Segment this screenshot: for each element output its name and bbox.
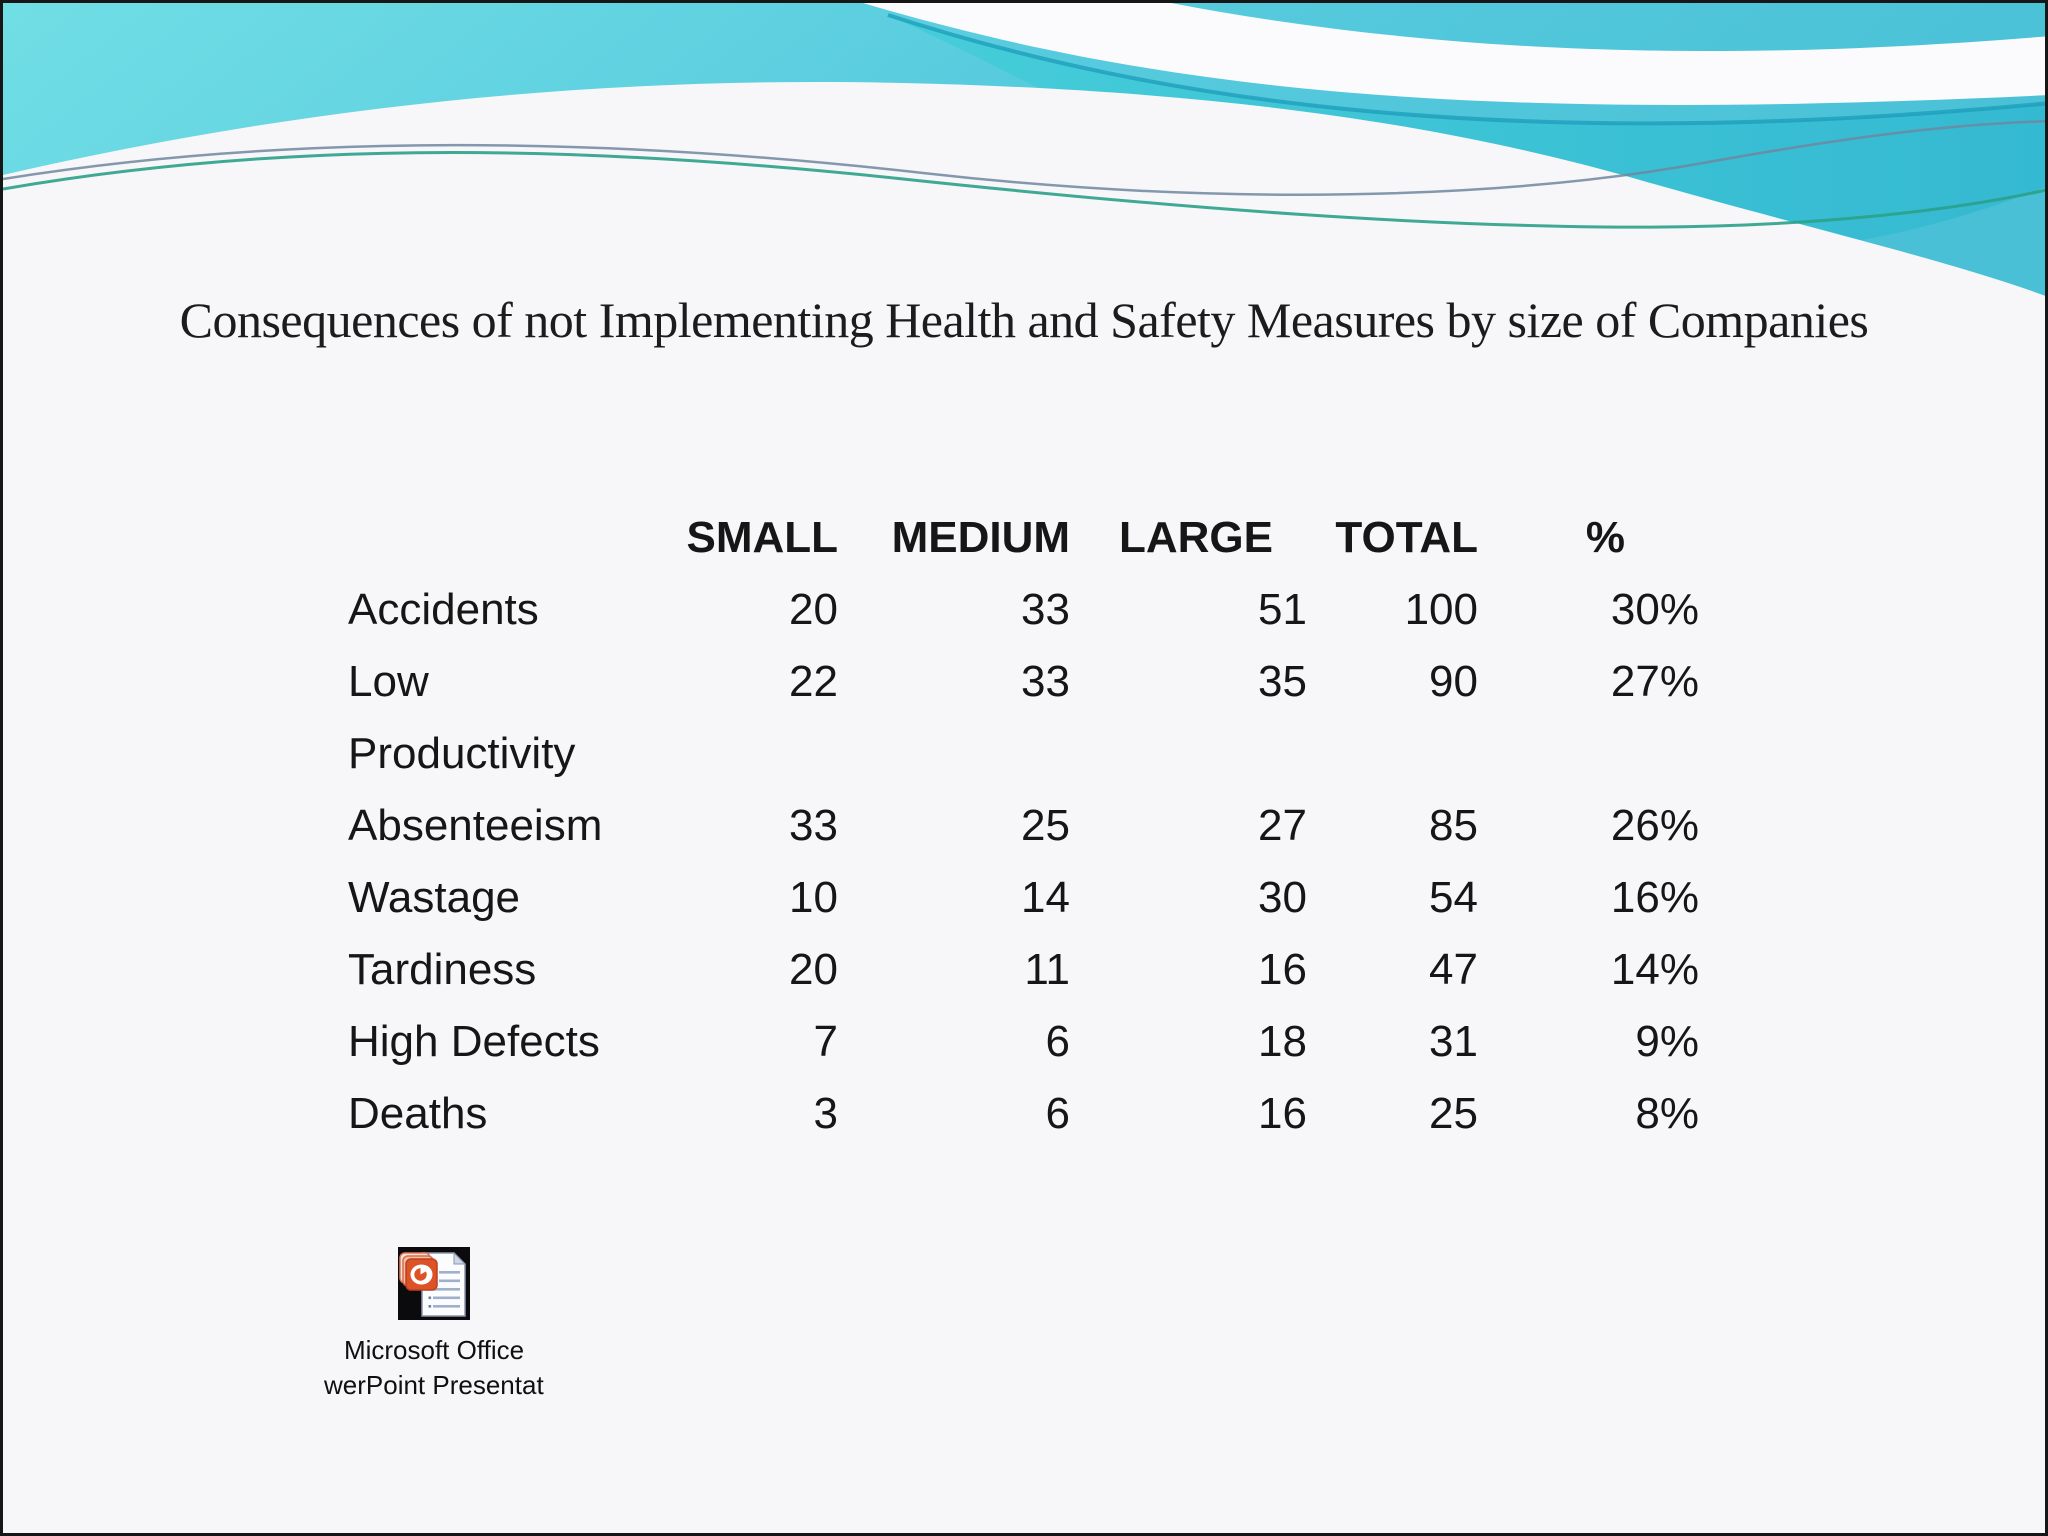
cell-large: 30	[1258, 873, 1307, 922]
row-label: Accidents	[348, 585, 539, 634]
cell-total: 47	[1429, 945, 1478, 994]
table-row-high-defects: High Defects 7 6 18 31 9%	[348, 1006, 1699, 1078]
table-row-low: Low 22 33 35 90 27%	[348, 646, 1699, 718]
row-label: Productivity	[348, 729, 576, 778]
cell-medium: 6	[1045, 1089, 1070, 1138]
cell-small: 3	[813, 1089, 838, 1138]
wave-white-swoosh	[863, 3, 2045, 105]
cell-medium	[838, 718, 1070, 790]
embedded-powerpoint-object[interactable]: Microsoft Office werPoint Presentati	[324, 1246, 544, 1401]
cell-small: 7	[813, 1017, 838, 1066]
cell-total	[1307, 718, 1478, 790]
cell-percent: 14%	[1610, 945, 1699, 994]
cell-percent: 27%	[1610, 657, 1699, 706]
table-row-accidents: Accidents 20 33 51 100 30%	[348, 574, 1699, 646]
cell-large: 16	[1258, 1089, 1307, 1138]
cell-total: 25	[1429, 1089, 1478, 1138]
thin-accent-line-green	[3, 151, 2045, 229]
embedded-object-label-line1: Microsoft Office	[343, 1335, 525, 1365]
cell-total: 54	[1429, 873, 1478, 922]
cell-large: 27	[1258, 801, 1307, 850]
column-header-medium: MEDIUM	[891, 513, 1070, 562]
table-row-wastage: Wastage 10 14 30 54 16%	[348, 862, 1699, 934]
thin-accent-line-slate	[3, 119, 2045, 196]
row-label: Absenteeism	[348, 801, 603, 850]
row-label: Low	[348, 657, 429, 706]
consequences-table: SMALL MEDIUM LARGE TOTAL % Accidents 20 …	[348, 502, 1699, 1150]
cell-small: 10	[789, 873, 838, 922]
table-row-deaths: Deaths 3 6 16 25 8%	[348, 1078, 1699, 1150]
cell-percent: 16%	[1610, 873, 1699, 922]
cell-small: 33	[789, 801, 838, 850]
cell-small: 20	[789, 945, 838, 994]
slide-title: Consequences of not Implementing Health …	[179, 292, 1869, 348]
cell-small	[668, 718, 838, 790]
cell-large: 18	[1258, 1017, 1307, 1066]
column-header-blank	[348, 502, 668, 574]
column-header-small: SMALL	[686, 513, 838, 562]
column-header-percent: %	[1585, 513, 1625, 562]
cell-percent: 30%	[1610, 585, 1699, 634]
row-label: Wastage	[348, 873, 521, 922]
row-label: Tardiness	[348, 945, 537, 994]
cell-percent	[1478, 718, 1699, 790]
cell-large	[1070, 718, 1307, 790]
cell-medium: 33	[1021, 585, 1070, 634]
table-row-tardiness: Tardiness 20 11 16 47 14%	[348, 934, 1699, 1006]
cell-large: 35	[1258, 657, 1307, 706]
cell-total: 85	[1429, 801, 1478, 850]
embedded-object-label-line2: werPoint Presentati	[324, 1370, 544, 1400]
column-header-large: LARGE	[1119, 513, 1273, 562]
cell-total: 31	[1429, 1017, 1478, 1066]
slide-header-wave-decoration	[3, 3, 2045, 483]
cell-large: 16	[1258, 945, 1307, 994]
cell-percent: 8%	[1635, 1089, 1699, 1138]
cell-medium: 14	[1021, 873, 1070, 922]
powerpoint-document-icon	[398, 1247, 470, 1320]
table-header-row: SMALL MEDIUM LARGE TOTAL %	[348, 502, 1699, 574]
table-row-productivity: Productivity	[348, 718, 1699, 790]
cell-percent: 9%	[1635, 1017, 1699, 1066]
wave-white-hill	[3, 82, 2045, 483]
cell-large: 51	[1258, 585, 1307, 634]
cell-medium: 25	[1021, 801, 1070, 850]
wave-sky	[3, 3, 2045, 483]
wave-teal-band	[888, 15, 2045, 253]
cell-total: 100	[1404, 585, 1478, 634]
cell-small: 22	[789, 657, 838, 706]
wave-band-edge-line	[887, 13, 2045, 126]
column-header-total: TOTAL	[1335, 513, 1478, 562]
cell-medium: 6	[1045, 1017, 1070, 1066]
cell-total: 90	[1429, 657, 1478, 706]
cell-medium: 33	[1021, 657, 1070, 706]
table-row-absenteeism: Absenteeism 33 25 27 85 26%	[348, 790, 1699, 862]
row-label: High Defects	[348, 1017, 600, 1066]
cell-medium: 11	[1024, 945, 1070, 994]
cell-small: 20	[789, 585, 838, 634]
row-label: Deaths	[348, 1089, 488, 1138]
cell-percent: 26%	[1610, 801, 1699, 850]
